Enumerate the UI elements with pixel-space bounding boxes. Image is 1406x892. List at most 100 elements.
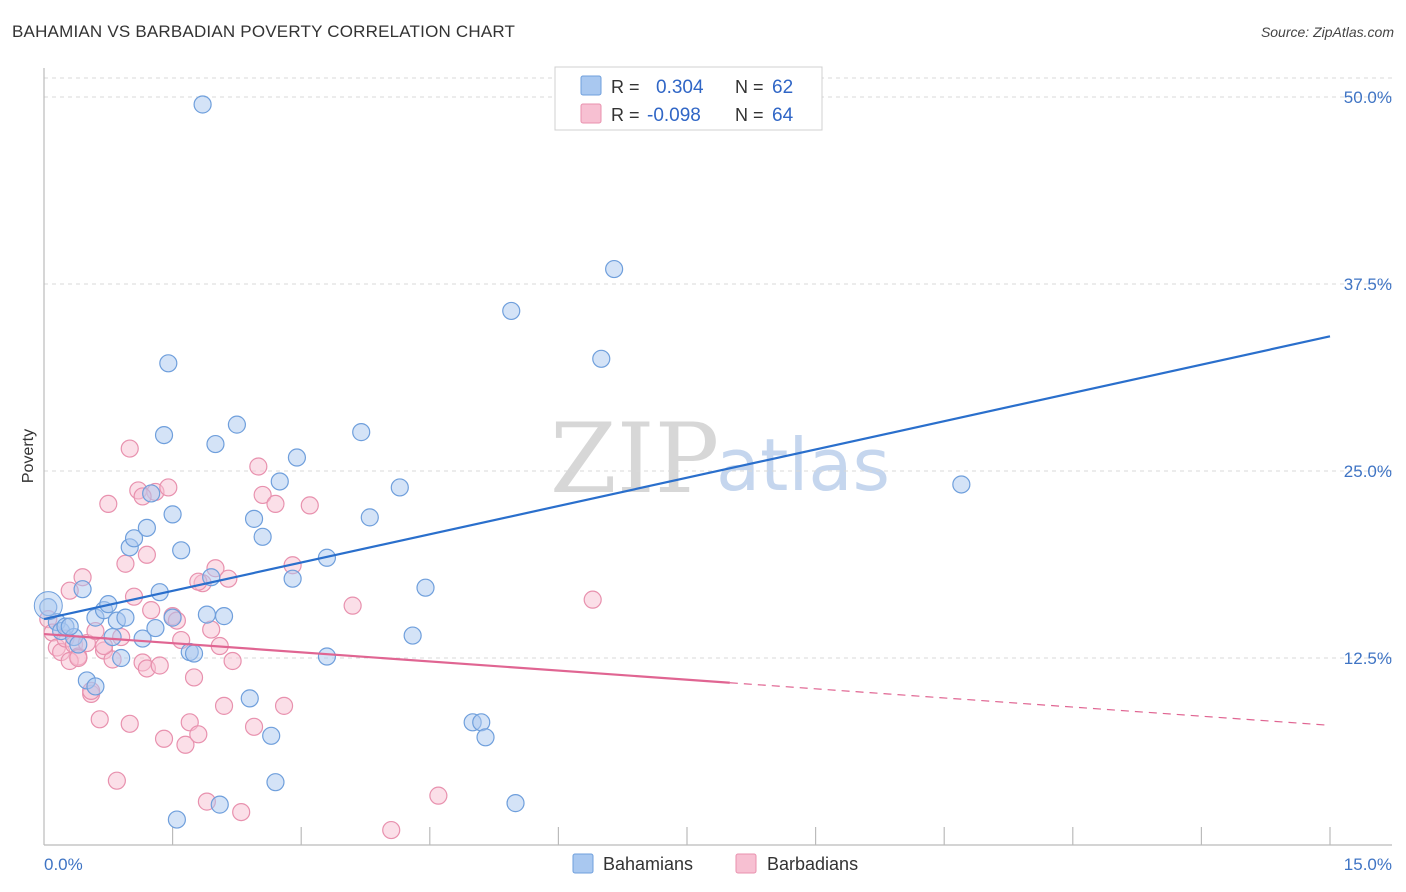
bahamians-point [69,635,88,654]
axes [43,68,1392,846]
barbadians-point [429,786,448,805]
barbadians-point [266,494,285,514]
barbadians-point [274,696,294,715]
bottom-legend-swatch-barbadians [735,853,757,874]
bahamians-point [60,617,79,636]
bahamians-point [506,794,525,813]
bahamians-point [283,569,302,588]
barbadians-point [176,735,195,754]
bahamians-point [352,423,371,442]
barbadians-point [159,478,178,497]
bahamians-point [73,580,92,599]
bahamians-point [167,810,186,829]
source-label: Source: ZipAtlas.com [1260,24,1394,40]
bahamians-point [244,509,264,528]
correlation-legend: R = 0.304 N = 62 R = -0.098 N = 64 [554,66,823,131]
watermark-zip: ZIP [550,403,719,515]
barbadians-point [583,590,602,609]
bahamians-point [214,607,234,626]
barbadians-point [124,587,144,606]
legend-swatch-barbadians [580,103,602,124]
barbadians-point [382,820,401,840]
legend-n-label-1: N = [735,77,764,97]
bahamians-point [163,505,182,524]
bahamians-trend-line [43,335,1331,621]
y-tick-label: 37.5% [1344,275,1392,294]
bottom-legend-label-barbadians: Barbadians [767,854,858,874]
barbadians-point [137,545,156,564]
bahamians-point [124,529,144,548]
bahamians-point [253,527,272,546]
bahamians-point [112,648,131,668]
barbadians-point [249,457,268,476]
barbadians-point [300,496,319,515]
legend-n-value-2: 64 [772,105,794,126]
chart-title: BAHAMIAN VS BARBADIAN POVERTY CORRELATIO… [12,22,516,41]
barbadians-point [253,485,272,505]
bahamians-point [502,301,521,321]
legend-r-value-1: 0.304 [656,77,704,98]
barbadians-point [214,696,234,715]
x-tick-label-min: 0.0% [44,855,83,874]
bahamians-point [476,728,495,747]
barbadians-point [232,802,251,822]
bahamians-point [193,95,212,114]
y-tick-labels: 12.5% 25.0% 37.5% 50.0% [1344,88,1392,668]
bahamians-point [403,626,422,645]
bahamians-point [266,773,285,792]
barbadians-point [244,717,264,736]
bahamians-point [472,713,491,732]
bahamians-point [137,518,156,537]
legend-r-value-2: -0.098 [647,105,701,126]
y-tick-label: 25.0% [1344,462,1392,481]
barbadians-point [90,710,109,729]
barbadians-point [107,771,126,790]
bahamians-point [116,608,135,627]
bahamians-point [103,627,122,647]
x-tick-label-max: 15.0% [1344,855,1392,874]
barbadians-point [120,714,139,733]
bahamians-point [270,472,289,491]
barbadians-point [184,668,204,687]
bottom-legend-label-bahamians: Bahamians [603,854,693,874]
legend-r-label-1: R = [611,77,640,97]
legend-n-value-1: 62 [772,77,793,98]
y-tick-label: 12.5% [1344,649,1392,668]
barbadians-point [99,494,118,514]
bahamians-point [605,259,624,279]
barbadians-point [116,554,135,573]
bahamians-point [184,644,204,663]
barbadians-point [120,439,139,458]
bottom-legend-swatch-bahamians [572,853,594,874]
barbadians-point [150,656,169,675]
bahamians-point [146,618,165,638]
barbadians-point [223,651,242,671]
legend-n-label-2: N = [735,105,764,125]
bahamians-point [206,434,225,454]
y-tick-label: 50.0% [1344,88,1392,107]
bahamians-point [952,475,971,494]
bahamians-point [210,795,229,814]
bahamians-point [39,598,58,617]
bahamians-point [416,578,435,597]
y-axis-label: Poverty [20,429,37,483]
bahamians-point [262,726,281,745]
legend-swatch-bahamians [580,75,602,96]
bahamians-point [159,354,178,373]
bahamians-point [86,677,105,696]
barbadians-point [202,620,221,639]
bahamians-point [240,689,259,708]
bahamians-point [317,647,337,666]
barbadians-trend-line [43,632,730,684]
barbadians-point [189,725,208,744]
barbadians-trend-line-extrapolated [729,682,1331,726]
bahamians-point [287,448,307,467]
bahamians-point [592,349,611,368]
bahamians-point [227,415,246,434]
bahamians-point [197,605,216,624]
barbadians-point [154,729,174,748]
barbadians-point [142,601,161,620]
bahamians-point [154,425,174,445]
bahamians-point-large [33,591,63,621]
